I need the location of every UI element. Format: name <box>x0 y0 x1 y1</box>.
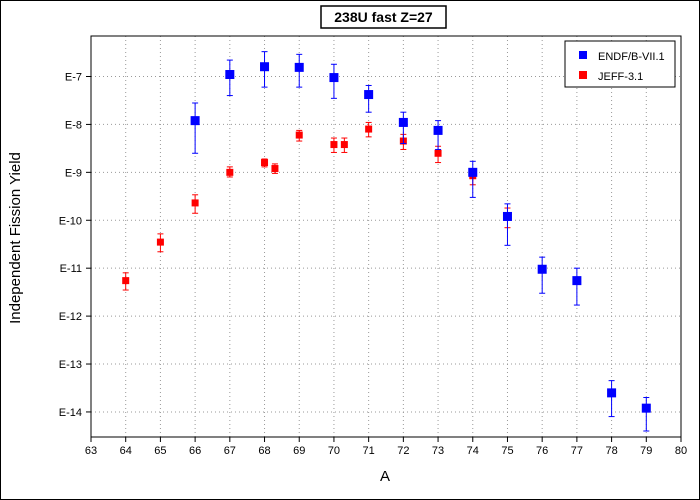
axis-ticks: 63 64 65 66 67 68 69 70 71 72 73 74 75 76 77 78 79 80 E-7 E… <box>59 71 687 457</box>
data-point <box>294 62 304 72</box>
data-point <box>433 125 443 135</box>
x-tick-label: 64 <box>120 445 132 457</box>
x-tick-label: 75 <box>501 445 513 457</box>
data-point <box>502 211 512 221</box>
y-tick-label: E-13 <box>59 359 82 371</box>
data-point <box>271 165 279 173</box>
y-tick-label: E-10 <box>59 215 82 227</box>
x-tick-label: 76 <box>536 445 548 457</box>
data-point <box>398 117 408 127</box>
y-axis-title: Independent Fission Yield <box>7 152 24 324</box>
data-point <box>340 141 348 149</box>
grid <box>90 36 682 437</box>
x-tick-label: 80 <box>675 445 687 457</box>
legend-label-jeff: JEFF-3.1 <box>598 71 643 83</box>
data-point <box>607 388 617 398</box>
x-tick-label: 78 <box>605 445 617 457</box>
data-point <box>329 73 339 83</box>
x-tick-label: 68 <box>258 445 270 457</box>
data-point <box>468 167 478 177</box>
y-tick-label: E-7 <box>65 71 82 83</box>
data-point <box>641 403 651 413</box>
y-tick-label: E-8 <box>65 119 82 131</box>
plot-area <box>90 35 682 438</box>
chart-title: 238U fast Z=27 <box>334 9 433 25</box>
data-point <box>190 116 200 126</box>
x-axis-title: A <box>380 468 390 485</box>
data-marks <box>122 51 651 432</box>
x-tick-label: 71 <box>363 445 375 457</box>
data-point <box>295 131 303 139</box>
y-tick-label: E-9 <box>65 167 82 179</box>
data-point <box>260 62 270 72</box>
x-tick-label: 74 <box>467 445 479 457</box>
y-tick-label: E-14 <box>59 407 82 419</box>
data-point <box>537 264 547 274</box>
x-tick-label: 70 <box>328 445 340 457</box>
data-point <box>364 90 374 100</box>
x-tick-label: 79 <box>640 445 652 457</box>
data-point <box>122 277 130 285</box>
x-tick-label: 69 <box>293 445 305 457</box>
chart-title-box: 238U fast Z=27 <box>320 5 447 29</box>
legend-box <box>564 40 676 88</box>
data-point <box>572 276 582 286</box>
legend-label-endf: ENDF/B-VII.1 <box>598 51 665 63</box>
x-tick-label: 65 <box>154 445 166 457</box>
x-tick-label: 77 <box>571 445 583 457</box>
legend-swatch-endf <box>579 51 587 59</box>
y-tick-label: E-12 <box>59 311 82 323</box>
x-tick-label: 72 <box>397 445 409 457</box>
data-point <box>434 149 442 157</box>
data-point <box>225 70 235 80</box>
x-tick-label: 67 <box>224 445 236 457</box>
y-tick-label: E-11 <box>60 263 82 275</box>
legend: ENDF/B-VII.1 JEFF-3.1 <box>564 40 676 88</box>
data-point <box>330 141 338 149</box>
series-endf <box>190 51 651 432</box>
x-tick-label: 63 <box>85 445 97 457</box>
data-point <box>226 168 234 176</box>
data-point <box>156 238 164 246</box>
x-tick-label: 66 <box>189 445 201 457</box>
data-point <box>365 125 373 133</box>
x-tick-label: 73 <box>432 445 444 457</box>
series-jeff <box>122 121 511 291</box>
data-point <box>191 199 199 207</box>
data-point <box>261 159 269 167</box>
legend-swatch-jeff <box>579 71 587 79</box>
